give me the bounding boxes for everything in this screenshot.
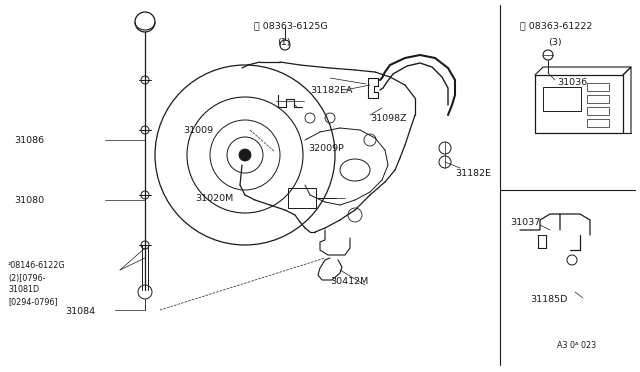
Text: 31182EA: 31182EA (310, 86, 353, 94)
Text: A3 0ᴬ 023: A3 0ᴬ 023 (557, 340, 596, 350)
Text: 31081D: 31081D (8, 285, 39, 295)
Bar (587, 95, 609, 103)
Text: 31036: 31036 (557, 77, 588, 87)
Bar (288, 188, 316, 208)
Text: (1): (1) (277, 38, 291, 46)
Text: 31185D: 31185D (530, 295, 568, 305)
Text: 31020M: 31020M (195, 193, 233, 202)
Text: ²08146-6122G: ²08146-6122G (8, 260, 66, 269)
Circle shape (239, 149, 251, 161)
Text: 31009: 31009 (183, 125, 213, 135)
Text: 31098Z: 31098Z (370, 113, 406, 122)
Bar (587, 119, 609, 127)
Bar (587, 83, 609, 91)
Bar (543, 87, 581, 111)
Text: (3): (3) (548, 38, 562, 46)
Text: 32009P: 32009P (308, 144, 344, 153)
Text: 30412M: 30412M (330, 278, 368, 286)
Text: 31086: 31086 (14, 135, 44, 144)
Text: Ⓝ 08363-6125G: Ⓝ 08363-6125G (254, 22, 328, 31)
Bar (535, 75, 623, 133)
Text: 31084: 31084 (65, 308, 95, 317)
Bar (587, 107, 609, 115)
Text: 31080: 31080 (14, 196, 44, 205)
Text: Ⓝ 08363-61222: Ⓝ 08363-61222 (520, 22, 593, 31)
Bar (538, 235, 546, 248)
Text: 31037: 31037 (510, 218, 540, 227)
Text: 31182E: 31182E (455, 169, 491, 177)
Text: [0294-0796]: [0294-0796] (8, 298, 58, 307)
Text: (2)[0796-: (2)[0796- (8, 273, 45, 282)
